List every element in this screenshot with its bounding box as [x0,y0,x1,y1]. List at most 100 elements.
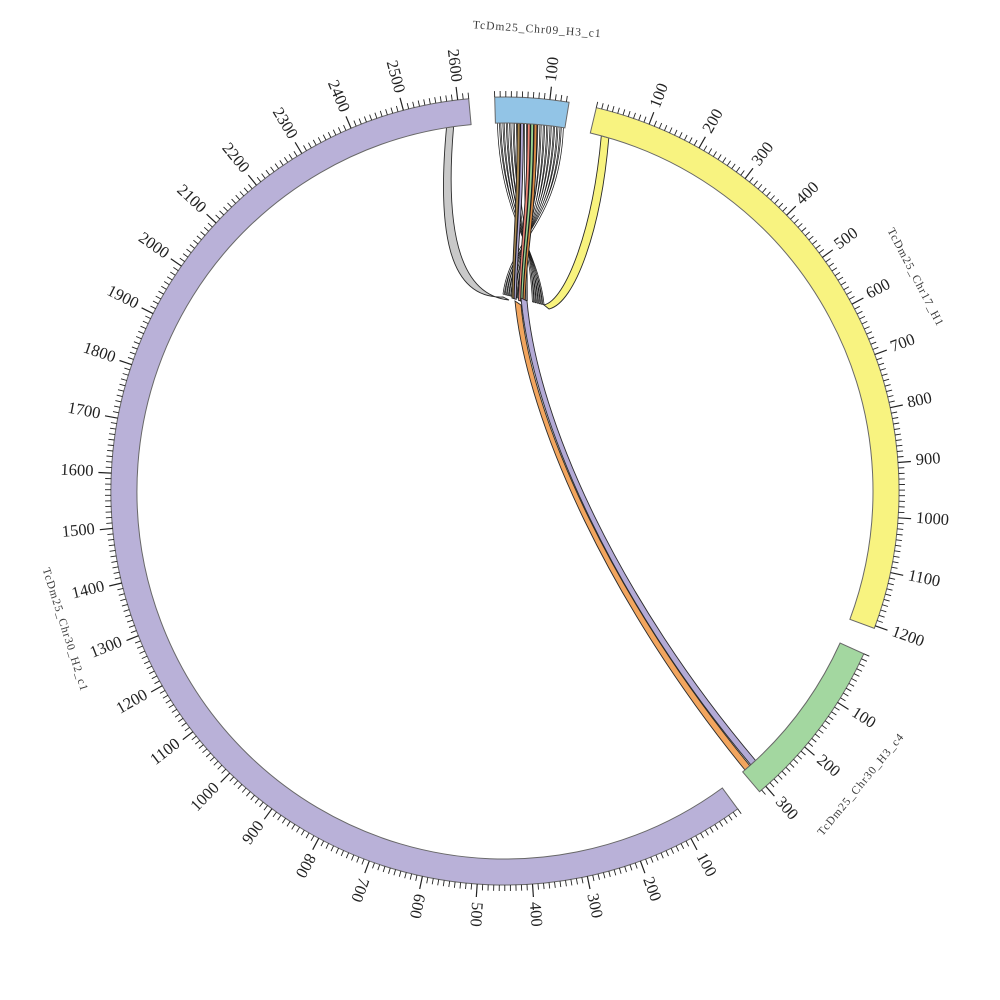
tick-mark [717,154,722,160]
tick-mark [548,882,551,889]
tick-mark [459,882,462,889]
tick-mark [861,658,868,662]
tick-label: 500 [830,223,861,253]
tick-mark [286,821,291,827]
tick-mark [470,883,473,890]
tick-mark [770,195,775,201]
tick-mark [131,346,138,350]
tick-mark [364,860,370,874]
tick-mark [165,699,172,704]
tick-mark [404,872,407,879]
tick-mark [259,801,264,808]
tick-mark [895,539,902,542]
tick-mark [703,145,708,152]
tick-mark [634,862,638,869]
tick-mark [880,609,887,613]
tick-mark [220,772,231,783]
tick-mark [753,180,758,186]
tick-label: 1500 [61,519,96,541]
tick-mark [124,367,131,371]
tick-mark [138,330,144,335]
tick-mark [246,791,251,797]
tick-mark [560,94,563,102]
tick-label: 2100 [173,180,210,216]
tick-mark [116,394,123,398]
tick-mark [840,281,847,286]
tick-label: 2200 [218,139,254,177]
tick-mark [845,687,852,692]
tick-mark [227,202,233,208]
tick-mark [358,118,362,125]
tick-mark [274,163,279,169]
tick-mark [202,748,208,754]
tick-mark [708,148,713,154]
tick-mark [195,739,201,745]
tick-mark [804,231,810,237]
tick-mark [385,109,388,116]
tick-mark [141,655,148,660]
tick-mark [843,692,849,697]
tick-mark [243,187,249,193]
tick-mark [897,528,904,530]
tick-label: 1400 [70,576,107,602]
tick-mark [740,170,745,176]
tick-mark [897,456,904,458]
tick-mark [874,349,888,356]
tick-mark [184,726,190,732]
tick-mark [891,566,898,569]
tick-mark [879,368,886,371]
tick-mark [178,717,184,723]
tick-mark [215,214,221,220]
tick-mark [109,549,116,552]
tick-mark [428,98,431,105]
tick-mark [191,735,197,741]
tick-mark [256,176,262,183]
tick-mark [207,222,213,228]
tick-label: 700 [347,875,373,905]
tick-mark [773,778,779,784]
tick-mark [638,114,642,121]
tick-mark [601,103,604,110]
tick-mark [182,731,194,741]
tick-mark [120,598,127,602]
tick-label: 1300 [87,632,125,662]
tick-mark [173,267,179,272]
tick-mark [674,129,678,136]
tick-mark [104,415,118,419]
tick-label: 1800 [81,338,118,367]
tick-mark [393,869,397,876]
tick-mark [369,114,373,121]
tick-mark [608,870,611,878]
tick-mark [663,125,668,131]
tick-mark [419,876,423,890]
tick-mark [645,858,649,865]
tick-mark [883,598,890,602]
tick-mark [106,461,113,463]
tick-label: 200 [698,105,727,136]
tick-mark [732,811,738,818]
tick-label: 1900 [104,281,142,313]
tick-mark [807,742,814,747]
tick-mark [308,142,312,149]
tick-mark [171,708,178,713]
tick-label: 900 [915,448,941,469]
tick-mark [669,127,673,134]
tick-mark [351,854,355,861]
tick-mark [863,653,870,657]
tick-label: 1000 [915,508,949,529]
tick-mark [189,244,195,249]
tick-mark [592,875,595,882]
segment-name-label: TcDm25_Chr17_H1 [885,226,946,329]
tick-label: 2600 [444,48,467,83]
tick-mark [455,86,459,100]
tick-mark [115,400,122,403]
tick-mark [305,832,310,839]
tick-mark [377,864,381,871]
tick-mark [168,704,175,709]
tick-mark [690,838,698,851]
tick-mark [277,814,282,821]
tick-mark [680,843,685,850]
tick-mark [570,879,573,886]
tick-mark [445,95,448,102]
tick-mark [891,411,898,414]
